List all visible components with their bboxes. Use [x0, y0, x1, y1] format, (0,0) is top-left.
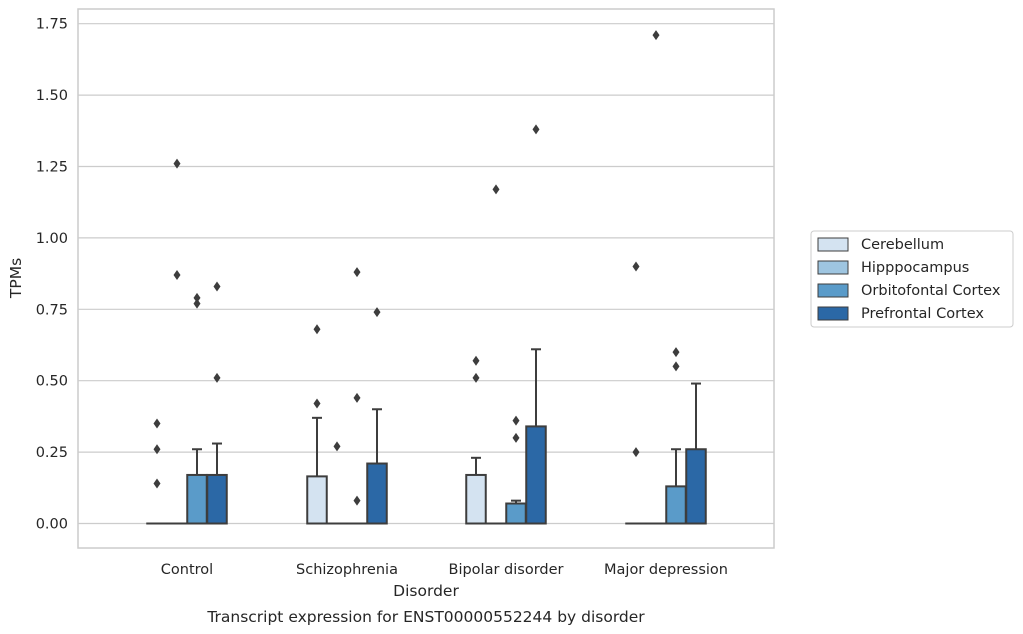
outlier-point — [512, 432, 520, 443]
outlier-point — [512, 415, 520, 426]
box-group — [186, 448, 208, 525]
box-group — [366, 408, 388, 525]
outlier-point — [193, 292, 201, 303]
outlier-point — [333, 441, 341, 452]
outlier-point — [153, 444, 161, 455]
outlier-point — [213, 281, 221, 292]
legend-swatch — [817, 237, 849, 252]
outlier-point — [153, 418, 161, 429]
outlier-point — [672, 347, 680, 358]
plot-frame — [77, 8, 775, 549]
legend-swatch — [817, 260, 849, 275]
y-tick-label: 0.75 — [36, 302, 68, 318]
legend-label: Prefrontal Cortex — [861, 306, 984, 322]
box — [685, 448, 707, 525]
box — [505, 502, 527, 525]
box-groups — [146, 348, 707, 525]
y-tick-label: 1.25 — [36, 160, 68, 176]
x-tick-label: Major depression — [604, 562, 728, 578]
box — [525, 425, 547, 525]
outlier-point — [353, 267, 361, 278]
y-tick-label: 1.75 — [36, 17, 68, 33]
box-group — [465, 456, 487, 525]
outlier-point — [672, 361, 680, 372]
box-group — [306, 416, 328, 525]
box-group — [206, 442, 228, 525]
legend-frame — [810, 230, 1014, 328]
x-tick-label: Schizophrenia — [296, 562, 398, 578]
gridlines — [78, 23, 774, 525]
outlier-point — [353, 495, 361, 506]
box-group — [505, 499, 527, 525]
outlier-point — [632, 447, 640, 458]
outlier-point — [173, 158, 181, 169]
x-tick-labels: Control Schizophrenia Bipolar disorder Majo… — [161, 562, 728, 578]
y-tick-label: 1.00 — [36, 231, 68, 247]
outlier-point — [472, 355, 480, 366]
box — [465, 473, 487, 525]
box-group — [685, 382, 707, 525]
legend-label: Cerebellum — [861, 237, 944, 253]
outlier-point — [652, 30, 660, 41]
box-group — [525, 348, 547, 525]
outlier-points — [153, 30, 680, 506]
y-tick-label: 0.00 — [36, 517, 68, 533]
outlier-point — [353, 392, 361, 403]
plot-area — [78, 9, 774, 548]
outlier-point — [313, 324, 321, 335]
x-tick-label: Bipolar disorder — [449, 562, 564, 578]
outlier-point — [173, 270, 181, 281]
y-tick-label: 0.50 — [36, 374, 68, 390]
box — [186, 473, 208, 525]
outlier-point — [313, 398, 321, 409]
outlier-point — [532, 124, 540, 135]
y-tick-label: 1.50 — [36, 88, 68, 104]
y-tick-label: 0.25 — [36, 445, 68, 461]
chart-title: Transcript expression for ENST0000055224… — [206, 608, 645, 626]
legend-label: Hipppocampus — [861, 260, 969, 276]
y-axis-title: TPMs — [7, 258, 25, 299]
x-tick-label: Control — [161, 562, 213, 578]
outlier-point — [472, 372, 480, 383]
outlier-point — [213, 372, 221, 383]
outlier-point — [492, 184, 500, 195]
outlier-point — [153, 478, 161, 489]
x-axis-title: Disorder — [393, 582, 459, 600]
legend-swatch — [817, 306, 849, 321]
box — [206, 473, 228, 525]
legend: Cerebellum Hipppocampus Orbitofontal Corte… — [810, 230, 1014, 328]
outlier-point — [193, 298, 201, 309]
box — [665, 485, 687, 525]
outlier-point — [632, 261, 640, 272]
box — [366, 462, 388, 525]
box-group — [665, 448, 687, 525]
legend-swatch — [817, 283, 849, 298]
y-tick-labels: 0.00 0.25 0.50 0.75 1.00 1.25 1.50 1.75 — [36, 17, 68, 533]
outlier-point — [373, 307, 381, 318]
legend-label: Orbitofontal Cortex — [861, 283, 1001, 299]
box — [306, 475, 328, 525]
